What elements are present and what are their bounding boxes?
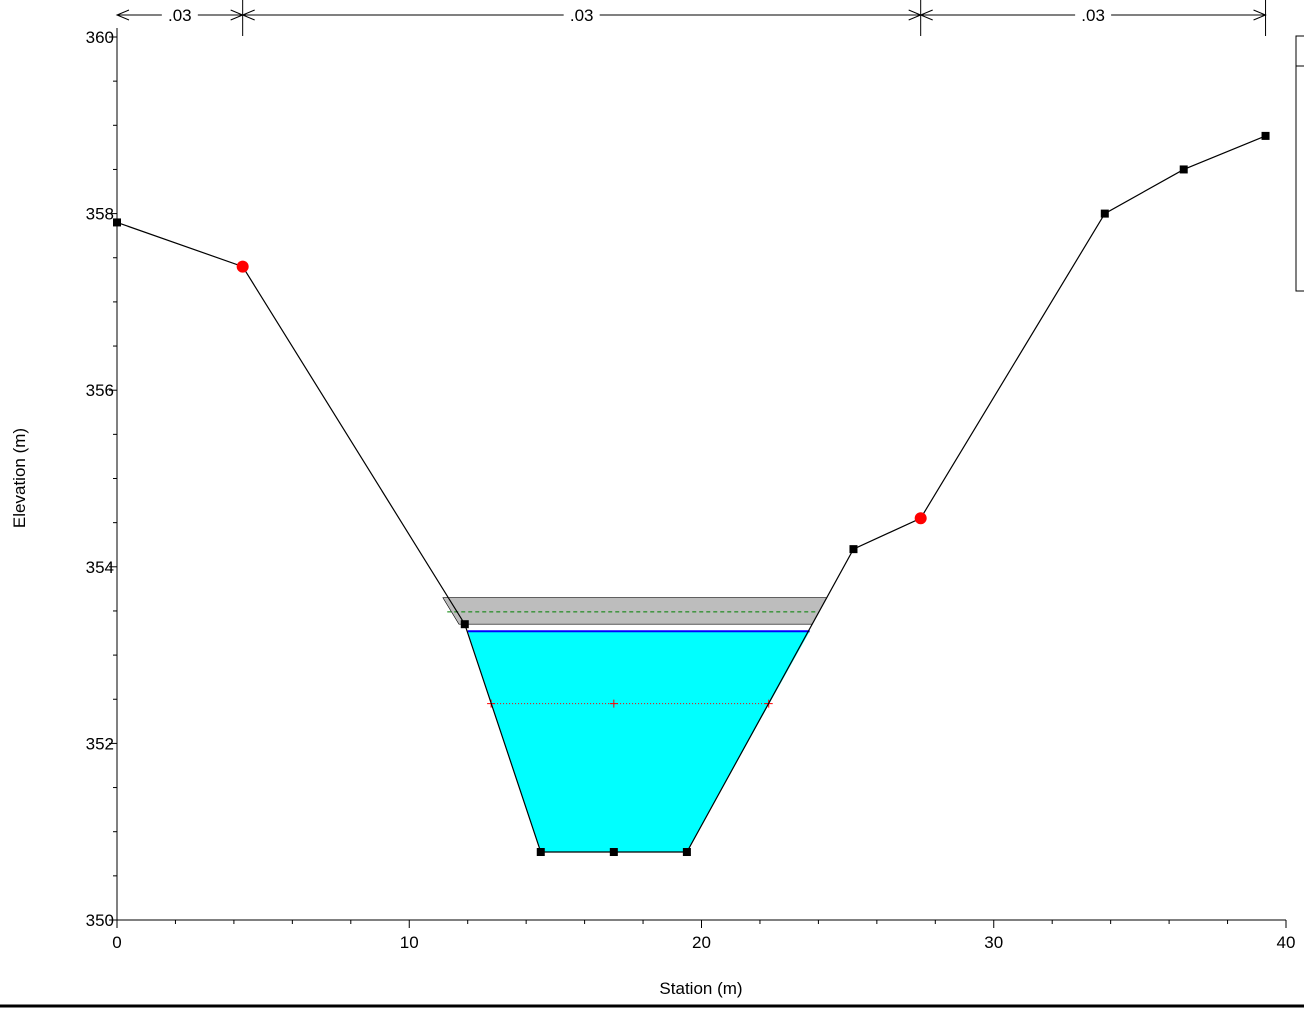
n-arrow-left [115, 9, 130, 21]
y-tick-label: 358 [86, 205, 114, 224]
n-arrow-left [919, 9, 933, 21]
n-arrow-left [241, 9, 255, 21]
bank-station-point [236, 260, 249, 273]
ground-point [1179, 165, 1188, 174]
plot-area [113, 131, 1270, 857]
mannings-n-label: .03 [1081, 6, 1105, 25]
x-tick-label: 40 [1277, 933, 1296, 952]
energy-band [442, 597, 828, 625]
y-tick-label: 350 [86, 911, 114, 930]
y-tick-label: 354 [86, 558, 114, 577]
y-tick-label: 356 [86, 381, 114, 400]
mannings-n-label: .03 [570, 6, 594, 25]
x-tick-label: 20 [692, 933, 711, 952]
ground-point [1261, 131, 1270, 140]
bank-station-point [914, 512, 927, 525]
ground-point [460, 620, 469, 629]
ground-point [849, 545, 858, 554]
axes: 0 10 20 30 40 350 352 354 356 358 360 .03 .03 .03 [86, 0, 1296, 952]
x-tick-label: 0 [112, 933, 121, 952]
legend-box [1295, 35, 1304, 292]
x-tick-label: 10 [400, 933, 419, 952]
y-tick-label: 360 [86, 28, 114, 47]
n-arrow-right [1253, 9, 1267, 21]
ground-point [536, 848, 545, 857]
ground-point [609, 848, 618, 857]
x-tick-label: 30 [984, 933, 1003, 952]
y-axis-title: Elevation (m) [10, 428, 29, 528]
ground-point [682, 848, 691, 857]
y-tick-label: 352 [86, 734, 114, 753]
ground-point [1100, 209, 1109, 218]
mannings-n-label: .03 [168, 6, 192, 25]
water-area [467, 631, 810, 853]
critical-depth-marker [609, 699, 618, 708]
x-axis-title: Station (m) [659, 979, 742, 998]
